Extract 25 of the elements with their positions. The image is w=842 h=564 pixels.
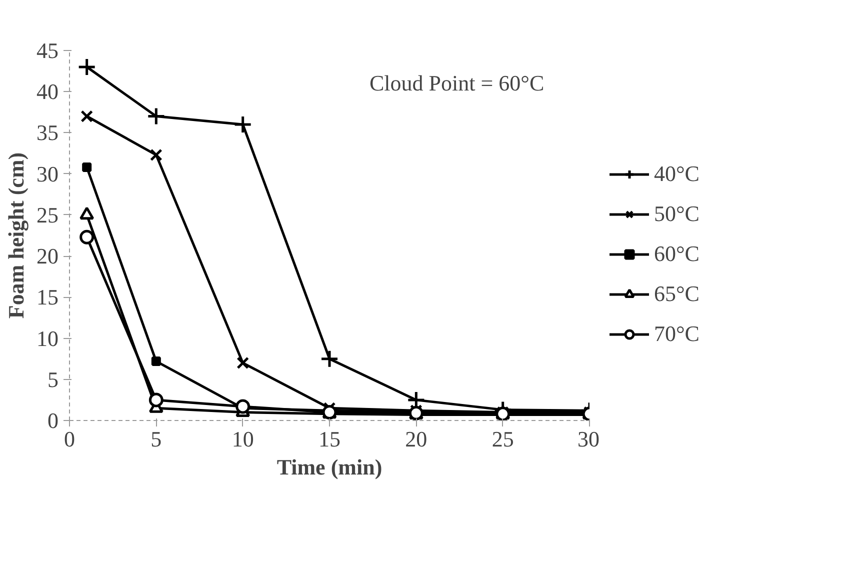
x-tick-label: 25 — [492, 426, 514, 452]
y-tick-label: 5 — [48, 366, 58, 392]
y-tick-label: 45 — [36, 38, 58, 63]
y-tick-label: 30 — [36, 161, 58, 186]
y-tick-label: 15 — [36, 284, 58, 310]
x-tick-label: 30 — [578, 426, 600, 452]
x-axis-title: Time (min) — [276, 454, 382, 480]
y-tick-label: 10 — [36, 326, 58, 351]
legend-label: 50°C — [654, 201, 700, 227]
y-tick-label: 40 — [36, 79, 58, 104]
annotation: Cloud Point = 60°C — [370, 70, 544, 96]
y-tick-label: 35 — [36, 120, 58, 146]
y-tick-label: 25 — [36, 202, 58, 228]
x-tick-label: 10 — [232, 426, 254, 452]
x-tick-label: 0 — [64, 426, 75, 452]
legend-label: 60°C — [654, 241, 700, 267]
y-axis-title: Foam height (cm) — [4, 152, 28, 319]
legend-label: 70°C — [654, 321, 700, 347]
x-tick-label: 5 — [150, 426, 162, 452]
x-tick-label: 15 — [318, 426, 340, 452]
y-tick-label: 0 — [48, 408, 58, 433]
legend-label: 40°C — [654, 161, 700, 187]
legend-label: 65°C — [654, 281, 700, 307]
y-tick-label: 20 — [36, 244, 58, 269]
x-tick-label: 20 — [405, 426, 428, 452]
